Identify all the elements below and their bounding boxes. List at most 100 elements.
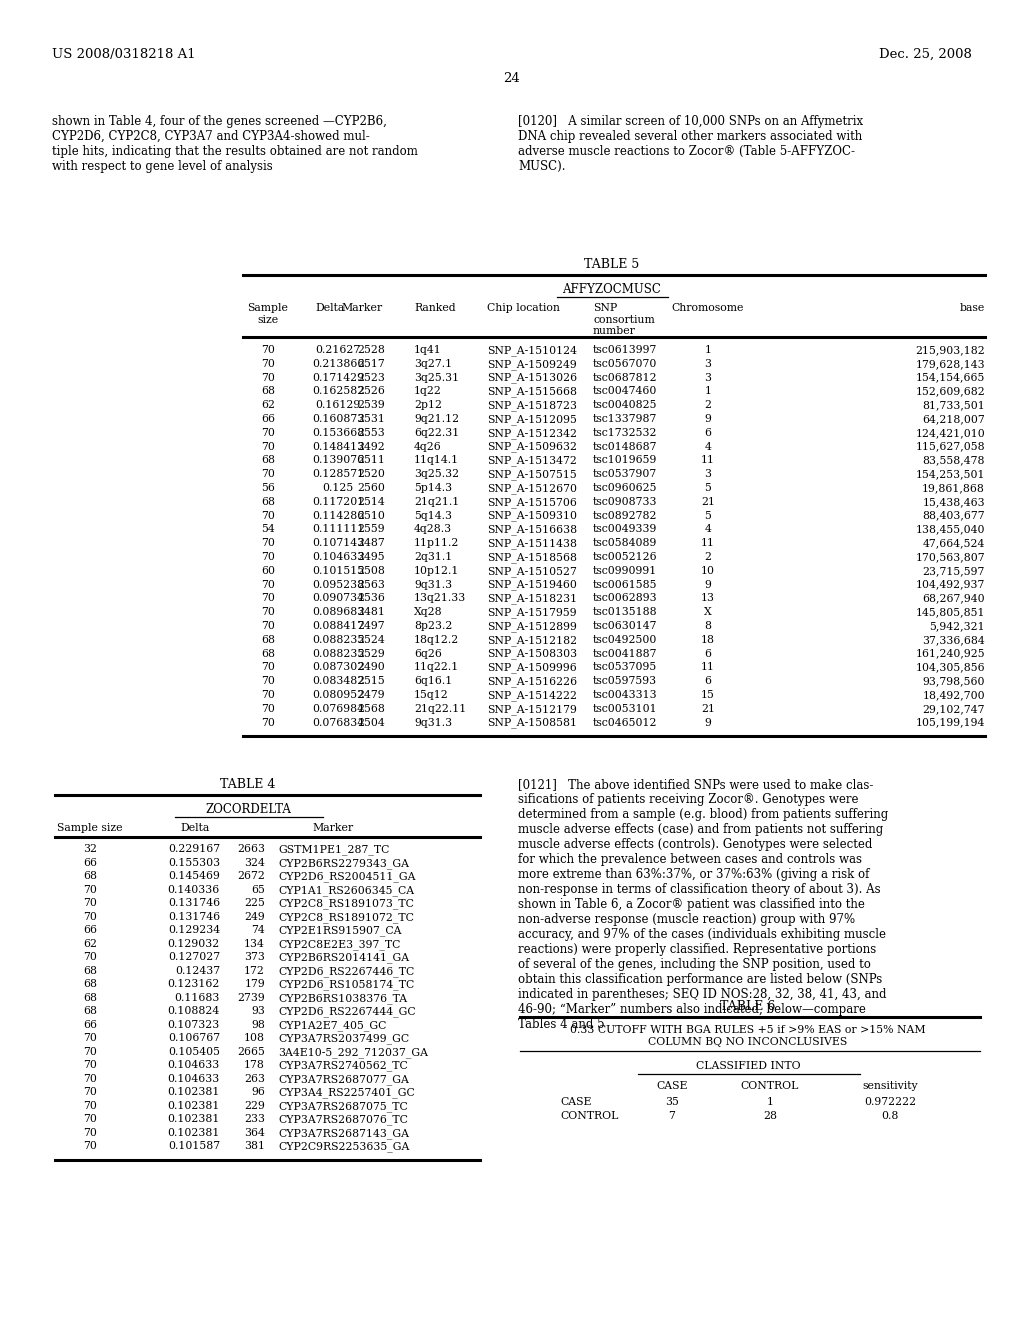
Text: 124,421,010: 124,421,010 xyxy=(915,428,985,438)
Text: 0.155303: 0.155303 xyxy=(168,858,220,869)
Text: Sample
size: Sample size xyxy=(248,304,289,325)
Text: 11p11.2: 11p11.2 xyxy=(414,539,460,548)
Text: 70: 70 xyxy=(83,899,97,908)
Text: 68: 68 xyxy=(261,496,275,507)
Text: 37,336,684: 37,336,684 xyxy=(923,635,985,644)
Text: 381: 381 xyxy=(244,1142,265,1151)
Text: 3: 3 xyxy=(705,372,712,383)
Text: CONTROL: CONTROL xyxy=(560,1111,618,1122)
Text: 9: 9 xyxy=(705,579,712,590)
Text: 18q12.2: 18q12.2 xyxy=(414,635,459,644)
Text: sensitivity: sensitivity xyxy=(862,1081,918,1092)
Text: CYP3A4_RS2257401_GC: CYP3A4_RS2257401_GC xyxy=(278,1088,415,1098)
Text: tsc0597593: tsc0597593 xyxy=(593,676,657,686)
Text: 24: 24 xyxy=(504,73,520,84)
Text: 229: 229 xyxy=(244,1101,265,1111)
Text: 1q41: 1q41 xyxy=(414,345,441,355)
Text: SNP_A-1513472: SNP_A-1513472 xyxy=(487,455,577,466)
Text: 2553: 2553 xyxy=(357,428,385,438)
Text: 15: 15 xyxy=(701,690,715,700)
Text: 0.076834: 0.076834 xyxy=(312,718,365,727)
Text: tsc1732532: tsc1732532 xyxy=(593,428,657,438)
Text: tsc0537095: tsc0537095 xyxy=(593,663,657,672)
Text: tsc0148687: tsc0148687 xyxy=(593,442,657,451)
Text: SNP_A-1516638: SNP_A-1516638 xyxy=(487,524,578,535)
Text: SNP_A-1512182: SNP_A-1512182 xyxy=(487,635,578,645)
Text: 6: 6 xyxy=(705,648,712,659)
Text: 70: 70 xyxy=(83,912,97,921)
Text: 3A4E10-5_292_712037_GA: 3A4E10-5_292_712037_GA xyxy=(278,1047,428,1057)
Text: tsc0960625: tsc0960625 xyxy=(593,483,657,492)
Text: 0.088235: 0.088235 xyxy=(312,648,365,659)
Text: 0.11683: 0.11683 xyxy=(175,993,220,1003)
Text: 0.171429: 0.171429 xyxy=(312,372,364,383)
Text: 3: 3 xyxy=(705,469,712,479)
Text: SNP_A-1518231: SNP_A-1518231 xyxy=(487,594,578,605)
Text: 5,942,321: 5,942,321 xyxy=(930,620,985,631)
Text: 2563: 2563 xyxy=(357,579,385,590)
Text: 2508: 2508 xyxy=(357,566,385,576)
Text: 4: 4 xyxy=(705,524,712,535)
Text: CYP3A7RS2740562_TC: CYP3A7RS2740562_TC xyxy=(278,1060,408,1071)
Text: 1: 1 xyxy=(705,345,712,355)
Text: 54: 54 xyxy=(261,524,274,535)
Text: SNP_A-1512095: SNP_A-1512095 xyxy=(487,414,577,425)
Text: 0.090734: 0.090734 xyxy=(312,594,364,603)
Text: 5: 5 xyxy=(705,483,712,492)
Text: tsc0584089: tsc0584089 xyxy=(593,539,657,548)
Text: 64,218,007: 64,218,007 xyxy=(923,414,985,424)
Text: 66: 66 xyxy=(261,414,275,424)
Text: 70: 70 xyxy=(83,1127,97,1138)
Text: 29,102,747: 29,102,747 xyxy=(923,704,985,714)
Text: 2739: 2739 xyxy=(238,993,265,1003)
Text: CYP2D6_RS1058174_TC: CYP2D6_RS1058174_TC xyxy=(278,979,415,990)
Text: SNP_A-1515668: SNP_A-1515668 xyxy=(487,387,577,397)
Text: 68: 68 xyxy=(83,979,97,990)
Text: 9q21.12: 9q21.12 xyxy=(414,414,459,424)
Text: Xq28: Xq28 xyxy=(414,607,442,618)
Text: 70: 70 xyxy=(83,1101,97,1111)
Text: tsc0537907: tsc0537907 xyxy=(593,469,657,479)
Text: tsc0687812: tsc0687812 xyxy=(593,372,657,383)
Text: 0.106767: 0.106767 xyxy=(168,1034,220,1043)
Text: tsc0492500: tsc0492500 xyxy=(593,635,657,644)
Text: SNP_A-1512342: SNP_A-1512342 xyxy=(487,428,577,438)
Text: 70: 70 xyxy=(83,1088,97,1097)
Text: 0.107143: 0.107143 xyxy=(312,539,365,548)
Text: SNP_A-1511438: SNP_A-1511438 xyxy=(487,539,577,549)
Text: SNP_A-1518723: SNP_A-1518723 xyxy=(487,400,577,411)
Text: 2529: 2529 xyxy=(357,648,385,659)
Text: 0.129032: 0.129032 xyxy=(168,939,220,949)
Text: 5q14.3: 5q14.3 xyxy=(414,511,452,520)
Text: 11: 11 xyxy=(701,539,715,548)
Text: 0.162582: 0.162582 xyxy=(312,387,365,396)
Text: 0.083482: 0.083482 xyxy=(312,676,365,686)
Text: 11q22.1: 11q22.1 xyxy=(414,663,459,672)
Text: 9: 9 xyxy=(705,414,712,424)
Text: 21: 21 xyxy=(701,496,715,507)
Text: 0.21627: 0.21627 xyxy=(315,345,360,355)
Text: tsc0043313: tsc0043313 xyxy=(593,690,657,700)
Text: Chip location: Chip location xyxy=(487,304,560,313)
Text: 2: 2 xyxy=(705,552,712,562)
Text: 0.8: 0.8 xyxy=(882,1111,899,1122)
Text: 66: 66 xyxy=(83,925,97,936)
Text: 70: 70 xyxy=(261,372,274,383)
Text: 0.101515: 0.101515 xyxy=(312,566,365,576)
Text: CYP2C8E2E3_397_TC: CYP2C8E2E3_397_TC xyxy=(278,939,400,949)
Text: 0.131746: 0.131746 xyxy=(168,899,220,908)
Text: 2: 2 xyxy=(705,400,712,411)
Text: 134: 134 xyxy=(244,939,265,949)
Text: 6q22.31: 6q22.31 xyxy=(414,428,459,438)
Text: 2504: 2504 xyxy=(357,718,385,727)
Text: 2672: 2672 xyxy=(238,871,265,882)
Text: CYP2B6RS2014141_GA: CYP2B6RS2014141_GA xyxy=(278,953,410,964)
Text: 154,154,665: 154,154,665 xyxy=(915,372,985,383)
Text: 2520: 2520 xyxy=(357,469,385,479)
Text: 0.127027: 0.127027 xyxy=(168,953,220,962)
Text: Sample size: Sample size xyxy=(57,824,123,833)
Text: 21q21.1: 21q21.1 xyxy=(414,496,459,507)
Text: 68: 68 xyxy=(83,993,97,1003)
Text: CASE: CASE xyxy=(560,1097,592,1107)
Text: 0.089683: 0.089683 xyxy=(312,607,365,618)
